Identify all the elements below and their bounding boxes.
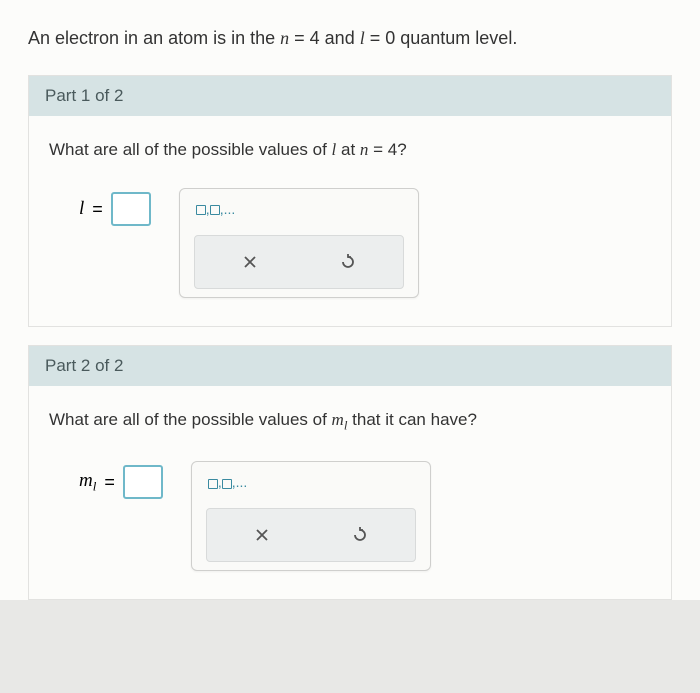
q-suffix: = 4? bbox=[368, 140, 406, 159]
hint-square-icon bbox=[208, 479, 218, 489]
q-prefix: What are all of the possible values of bbox=[49, 140, 332, 159]
undo-button[interactable] bbox=[303, 244, 393, 280]
question-text: What are all of the possible values of l… bbox=[49, 140, 651, 160]
part-2: Part 2 of 2 What are all of the possible… bbox=[28, 345, 672, 600]
part-header: Part 1 of 2 bbox=[29, 76, 671, 116]
x-icon bbox=[242, 254, 258, 270]
undo-button[interactable] bbox=[315, 517, 405, 553]
q-suffix: that it can have? bbox=[347, 410, 476, 429]
problem-prefix: An electron in an atom is in the bbox=[28, 28, 280, 48]
toolbar bbox=[206, 508, 416, 562]
var-label: ml bbox=[79, 470, 96, 495]
part-header: Part 2 of 2 bbox=[29, 346, 671, 386]
page: An electron in an atom is in the n = 4 a… bbox=[0, 0, 700, 600]
tool-panel: ,,... bbox=[191, 461, 431, 571]
toolbar bbox=[194, 235, 404, 289]
answer-input[interactable] bbox=[123, 465, 163, 499]
hint-square-icon bbox=[196, 205, 206, 215]
part-body: What are all of the possible values of l… bbox=[29, 116, 671, 326]
tool-panel: ,,... bbox=[179, 188, 419, 298]
var-label-main: m bbox=[79, 470, 93, 491]
clear-button[interactable] bbox=[217, 517, 307, 553]
part-body: What are all of the possible values of m… bbox=[29, 386, 671, 599]
variable-equation: ml = bbox=[79, 465, 163, 499]
hint-square-icon bbox=[222, 479, 232, 489]
clear-button[interactable] bbox=[205, 244, 295, 280]
part-1: Part 1 of 2 What are all of the possible… bbox=[28, 75, 672, 327]
var-label: l bbox=[79, 198, 84, 220]
variable-equation: l = bbox=[79, 192, 151, 226]
problem-statement: An electron in an atom is in the n = 4 a… bbox=[0, 18, 700, 75]
q-var: m bbox=[332, 410, 344, 429]
equals-sign: = bbox=[104, 472, 115, 493]
hint-square-icon bbox=[210, 205, 220, 215]
answer-row: l = ,,... bbox=[49, 188, 651, 298]
equals-sign: = bbox=[92, 199, 103, 220]
var-n: n bbox=[280, 28, 289, 48]
answer-row: ml = ,,... bbox=[49, 461, 651, 571]
format-hint[interactable]: ,,... bbox=[206, 474, 416, 490]
q-prefix: What are all of the possible values of bbox=[49, 410, 332, 429]
q-mid: at bbox=[336, 140, 360, 159]
format-hint[interactable]: ,,... bbox=[194, 201, 404, 217]
x-icon bbox=[254, 527, 270, 543]
question-text: What are all of the possible values of m… bbox=[49, 410, 651, 433]
undo-icon bbox=[351, 526, 369, 544]
var-label-sub: l bbox=[93, 479, 97, 494]
answer-input[interactable] bbox=[111, 192, 151, 226]
problem-l-eq: = 0 quantum level. bbox=[365, 28, 518, 48]
undo-icon bbox=[339, 253, 357, 271]
problem-n-eq: = 4 and bbox=[289, 28, 360, 48]
